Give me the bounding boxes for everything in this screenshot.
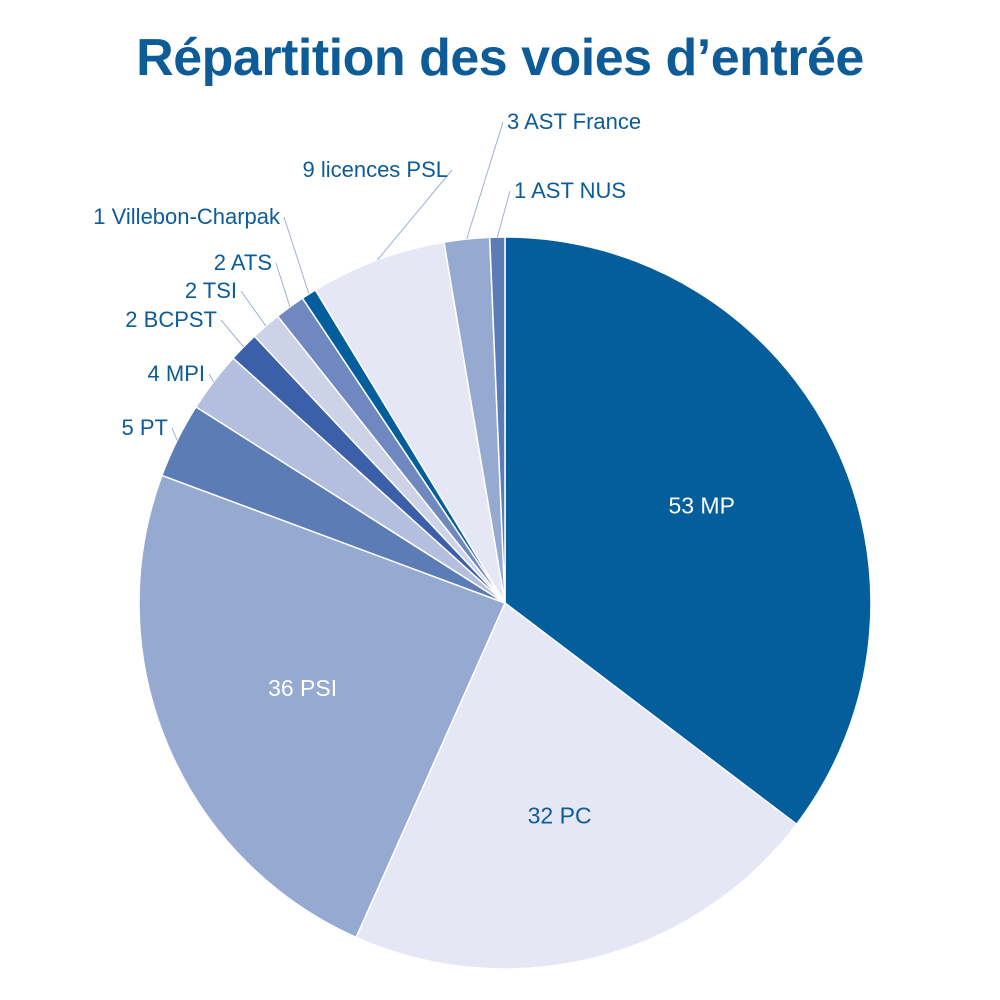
leader-line-1-villebon-charpak — [283, 216, 310, 295]
leader-line-2-tsi — [240, 290, 267, 327]
slice-label-36-psi: 36 PSI — [268, 675, 337, 701]
leader-line-1-ast-nus — [496, 190, 511, 238]
slice-label-1-ast-nus: 1 AST NUS — [514, 178, 626, 203]
slice-label-4-mpi: 4 MPI — [148, 361, 205, 386]
leader-line-3-ast-france — [466, 121, 504, 240]
leader-line-5-pt — [171, 427, 178, 441]
slice-label-2-ats: 2 ATS — [214, 250, 272, 275]
slice-label-2-tsi: 2 TSI — [185, 278, 237, 303]
slice-label-53-mp: 53 MP — [668, 492, 734, 518]
slice-32-pc — [355, 602, 798, 970]
slice-label-1-villebon-charpak: 1 Villebon-Charpak — [93, 204, 281, 229]
leader-line-2-ats — [275, 262, 291, 308]
leader-line-4-mpi — [208, 373, 214, 382]
slice-label-2-bcpst: 2 BCPST — [125, 307, 217, 332]
slice-36-psi — [138, 474, 506, 939]
chart-title: Répartition des voies d’entrée — [136, 29, 864, 87]
slice-label-32-pc: 32 PC — [528, 803, 592, 829]
pie-slices — [138, 236, 872, 970]
leader-lines — [171, 121, 511, 441]
slice-53-mp — [504, 236, 872, 826]
slice-label-3-ast-france: 3 AST France — [507, 109, 641, 134]
leader-line-2-bcpst — [220, 319, 244, 348]
slice-labels: 53 MP 32 PC 36 PSI 5 PT 4 MPI 2 BCPST 2 TSI 2 A… — [93, 109, 735, 829]
slice-label-9-licences-psl: 9 licences PSL — [302, 157, 448, 182]
slice-label-5-pt: 5 PT — [122, 415, 168, 440]
leader-line-9-licences-psl — [377, 169, 453, 261]
